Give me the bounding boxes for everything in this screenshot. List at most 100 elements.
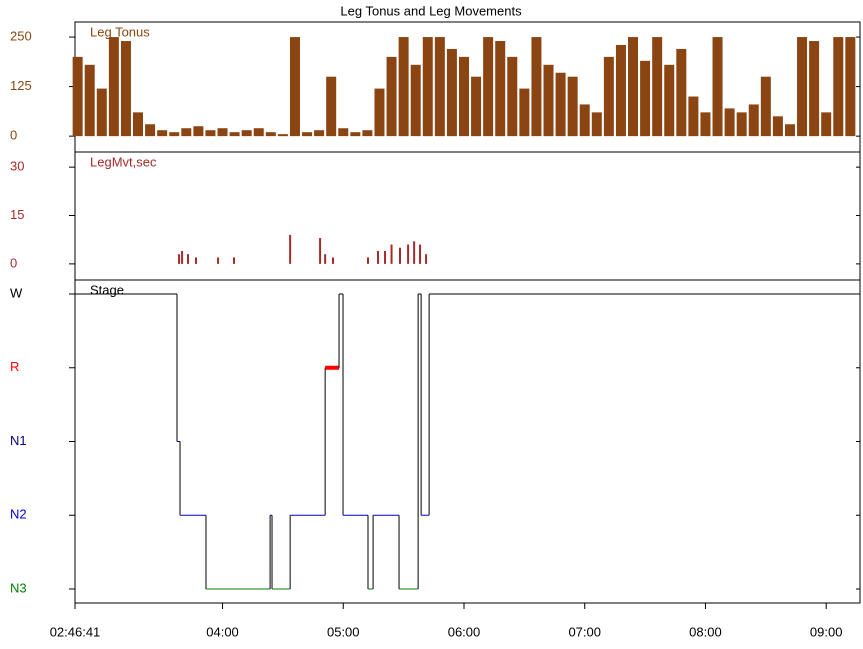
bar (398, 37, 409, 137)
bar (579, 104, 590, 137)
y-tick-label: 125 (10, 78, 32, 93)
bar (386, 56, 397, 137)
bar (700, 112, 711, 137)
bar (169, 132, 180, 137)
x-tick-label: 04:00 (206, 624, 239, 639)
bar (845, 37, 856, 137)
y-tick-label: N3 (10, 580, 27, 595)
bar (178, 254, 181, 264)
bar (241, 130, 252, 137)
chart-title: Leg Tonus and Leg Movements (340, 3, 522, 18)
bar (446, 48, 457, 137)
bar (736, 112, 747, 137)
bar (434, 37, 445, 137)
bar (797, 37, 808, 137)
x-tick-label: 09:00 (810, 624, 843, 639)
bar (133, 112, 144, 137)
bar (157, 130, 168, 137)
bar (193, 126, 204, 137)
bar (410, 64, 421, 137)
x-tick-label: 06:00 (448, 624, 481, 639)
bar (277, 134, 288, 137)
bar (194, 257, 197, 264)
series-label: LegMvt,sec (90, 154, 157, 169)
x-tick-label: 08:00 (689, 624, 722, 639)
bar (205, 130, 216, 137)
y-tick-label: N2 (10, 507, 27, 522)
bar (350, 132, 361, 137)
bar (413, 241, 416, 264)
y-tick-label: W (10, 285, 23, 300)
bar (377, 250, 380, 264)
bar (567, 76, 578, 137)
bar (555, 72, 566, 137)
bar (724, 108, 735, 137)
bar (784, 124, 795, 137)
y-tick-label: R (10, 359, 19, 374)
bar (603, 56, 614, 137)
bar (640, 60, 651, 137)
bar (232, 257, 235, 264)
bar (367, 257, 370, 264)
bar (72, 56, 83, 137)
y-tick-label: 0 (10, 255, 17, 270)
bar (384, 250, 387, 264)
bar (96, 88, 107, 137)
bar (543, 64, 554, 137)
y-tick-label: 15 (10, 207, 24, 222)
bar (120, 41, 131, 137)
bar (419, 244, 422, 264)
bar (217, 257, 220, 264)
bar (324, 254, 327, 264)
bar (425, 254, 428, 264)
series-label: Stage (90, 282, 124, 297)
bar (495, 41, 506, 137)
bar (615, 44, 626, 137)
bar (390, 244, 393, 264)
y-tick-label: 0 (10, 128, 17, 143)
bar (338, 128, 349, 137)
bar (181, 250, 184, 264)
bar (458, 56, 469, 137)
bar (108, 37, 119, 137)
bar (531, 37, 542, 137)
bar (507, 56, 518, 137)
bar (591, 112, 602, 137)
x-tick-label: 02:46:41 (50, 624, 101, 639)
bar (821, 112, 832, 137)
bar (483, 37, 494, 137)
bar (688, 96, 699, 137)
bar (253, 128, 264, 137)
bar (407, 244, 410, 264)
bar (664, 64, 675, 137)
bar (289, 37, 300, 137)
bar (265, 132, 276, 137)
bar (302, 132, 313, 137)
bar (145, 124, 156, 137)
bar (422, 37, 433, 137)
bar (833, 37, 844, 137)
bar (84, 64, 95, 137)
x-tick-label: 05:00 (327, 624, 360, 639)
bar (319, 238, 322, 264)
bar (772, 116, 783, 137)
bar (760, 76, 771, 137)
bar (289, 234, 292, 264)
bar (471, 76, 482, 137)
bar (519, 88, 530, 137)
y-tick-label: N1 (10, 433, 27, 448)
bar (628, 37, 639, 137)
bar (809, 41, 820, 137)
bar (676, 48, 687, 137)
plot-frame (74, 21, 861, 604)
bar (186, 254, 189, 264)
bar (331, 257, 334, 264)
bar (314, 130, 325, 137)
y-tick-label: 30 (10, 159, 24, 174)
bar (326, 76, 337, 137)
bar (748, 104, 759, 137)
x-tick-label: 07:00 (568, 624, 601, 639)
bar (399, 247, 402, 264)
bar (229, 132, 240, 137)
